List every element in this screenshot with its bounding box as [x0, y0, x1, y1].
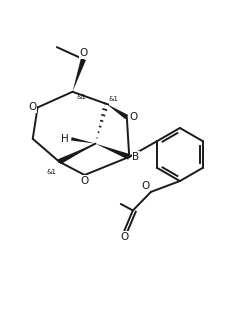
Text: &1: &1: [46, 169, 56, 175]
Text: O: O: [28, 103, 36, 112]
Text: O: O: [142, 181, 150, 191]
Polygon shape: [58, 144, 95, 164]
Polygon shape: [95, 144, 130, 160]
Text: H: H: [61, 134, 69, 144]
Text: &1: &1: [76, 94, 86, 100]
Polygon shape: [106, 104, 128, 119]
Text: O: O: [120, 232, 129, 242]
Polygon shape: [72, 58, 86, 92]
Text: O: O: [79, 48, 88, 58]
Text: O: O: [81, 176, 89, 186]
Text: &1: &1: [109, 96, 119, 102]
Polygon shape: [71, 137, 95, 144]
Text: B: B: [132, 152, 139, 162]
Text: O: O: [129, 112, 137, 122]
